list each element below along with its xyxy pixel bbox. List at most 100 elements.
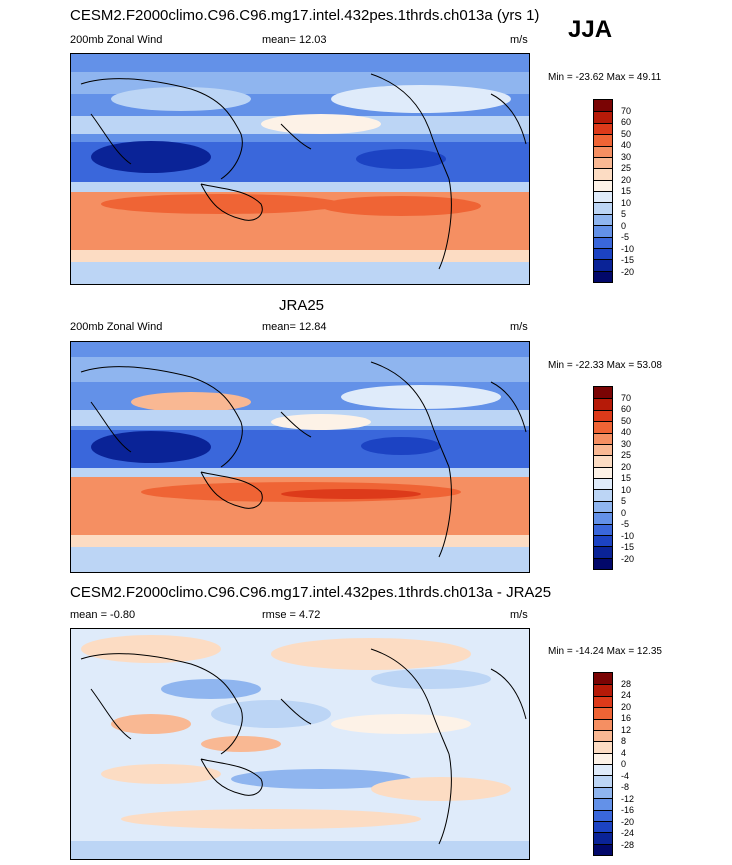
colorbar-swatch	[594, 718, 612, 730]
colorbar-tick-label: 0	[621, 759, 627, 769]
field-label: 200mb Zonal Wind	[70, 34, 163, 46]
colorbar-tick-label: -24	[621, 828, 635, 838]
colorbar-swatch	[594, 820, 612, 833]
colorbar-swatch	[594, 673, 612, 685]
colorbar-swatch	[594, 557, 612, 569]
colorbar-tick-label: 10	[621, 197, 632, 208]
colorbar-swatch	[594, 500, 612, 513]
colorbar-swatch	[594, 695, 612, 708]
panel-title: CESM2.F2000climo.C96.C96.mg17.intel.432p…	[70, 584, 552, 601]
colorbar-tick-label: 60	[621, 404, 632, 414]
colorbar-swatch	[594, 798, 612, 810]
colorbar-swatch	[594, 534, 612, 547]
colorbar-swatch	[594, 786, 612, 799]
min-max-label: Min = -14.24 Max = 12.35	[548, 646, 662, 657]
colorbar-swatch	[594, 145, 612, 157]
colorbar-swatch	[594, 236, 612, 248]
colorbar-tick-label: 30	[621, 438, 632, 449]
colorbar-tick-label: 15	[621, 186, 632, 196]
colorbar-tick-label: 4	[621, 747, 627, 758]
colorbar-tick-label: -5	[621, 519, 630, 529]
units-label: m/s	[510, 609, 528, 621]
units-label: m/s	[510, 321, 528, 333]
min-max-label: Min = -22.33 Max = 53.08	[548, 360, 662, 371]
colorbar-swatch	[594, 546, 612, 558]
colorbar-tick-label: 20	[621, 701, 632, 712]
colorbar-swatch	[594, 387, 612, 399]
colorbar-swatch	[594, 455, 612, 467]
colorbar-tick-label: 5	[621, 209, 627, 219]
mean-label: mean= 12.84	[262, 321, 327, 333]
panel-title: CESM2.F2000climo.C96.C96.mg17.intel.432p…	[70, 7, 540, 24]
colorbar-swatch	[594, 122, 612, 135]
colorbar-tick-label: 8	[621, 736, 627, 746]
colorbar-swatch	[594, 684, 612, 696]
colorbar-swatch	[594, 168, 612, 180]
colorbar-tick-label: 25	[621, 163, 632, 173]
colorbar-tick-label: 0	[621, 220, 627, 231]
season-label: JJA	[568, 16, 613, 43]
map-plot	[70, 628, 530, 860]
map-plot	[70, 53, 530, 285]
colorbar-tick-label: 16	[621, 713, 632, 723]
colorbar-swatch	[594, 466, 612, 478]
colorbar-swatch	[594, 398, 612, 410]
colorbar-swatch	[594, 512, 612, 524]
colorbar-tick-label: -10	[621, 243, 635, 254]
colorbar-tick-label: -4	[621, 770, 630, 781]
colorbar-tick-label: 5	[621, 496, 627, 506]
colorbar-tick-label: -16	[621, 805, 635, 815]
colorbar-swatch	[594, 409, 612, 422]
field-label: 200mb Zonal Wind	[70, 321, 163, 333]
colorbar-tick-label: 70	[621, 105, 632, 116]
colorbar-tick-label: 25	[621, 450, 632, 460]
map-plot	[70, 341, 530, 573]
colorbar-swatch	[594, 764, 612, 776]
colorbar-tick-label: -5	[621, 232, 630, 242]
colorbar-swatch	[594, 191, 612, 203]
colorbar	[593, 672, 613, 856]
colorbar-swatch	[594, 523, 612, 535]
colorbar-tick-label: 28	[621, 678, 632, 689]
colorbar-swatch	[594, 134, 612, 146]
colorbar-swatch	[594, 809, 612, 821]
colorbar-swatch	[594, 432, 612, 444]
colorbar-tick-label: -12	[621, 793, 635, 804]
colorbar-tick-label: 24	[621, 690, 632, 700]
colorbar-swatch	[594, 156, 612, 169]
colorbar-labels: 28 24 20 16 12 8 4 0 -4 -8 -12 -16 -20 -24 -28	[621, 672, 661, 856]
colorbar-tick-label: -15	[621, 255, 635, 265]
rmse-label: rmse = 4.72	[262, 609, 321, 621]
colorbar-swatch	[594, 443, 612, 456]
colorbar-swatch	[594, 421, 612, 433]
colorbar-tick-label: 30	[621, 151, 632, 162]
colorbar-swatch	[594, 843, 612, 855]
units-label: m/s	[510, 34, 528, 46]
colorbar-tick-label: 0	[621, 507, 627, 518]
diff-mean-label: mean = -0.80	[70, 609, 136, 621]
colorbar-tick-label: 20	[621, 174, 632, 185]
colorbar-swatch	[594, 270, 612, 282]
colorbar-swatch	[594, 741, 612, 753]
colorbar-tick-label: -8	[621, 782, 630, 792]
colorbar	[593, 386, 613, 570]
colorbar-swatch	[594, 179, 612, 191]
colorbar-swatch	[594, 489, 612, 501]
colorbar-labels: 70 60 50 40 30 25 20 15 10 5 0 -5 -10 -15 -20	[621, 386, 661, 570]
colorbar-tick-label: -20	[621, 266, 635, 277]
colorbar-tick-label: -15	[621, 542, 635, 552]
colorbar-tick-label: 12	[621, 724, 632, 735]
colorbar-swatch	[594, 775, 612, 787]
colorbar-tick-label: -20	[621, 816, 635, 827]
colorbar-tick-label: 50	[621, 415, 632, 426]
colorbar-swatch	[594, 478, 612, 490]
colorbar-tick-label: 50	[621, 128, 632, 139]
colorbar-swatch	[594, 202, 612, 214]
colorbar-tick-label: 40	[621, 427, 632, 437]
colorbar-tick-label: 15	[621, 473, 632, 483]
colorbar-tick-label: -10	[621, 530, 635, 541]
panel-title: JRA25	[279, 297, 325, 314]
colorbar-tick-label: 10	[621, 484, 632, 495]
colorbar-tick-label: 40	[621, 140, 632, 150]
mean-label: mean= 12.03	[262, 34, 327, 46]
